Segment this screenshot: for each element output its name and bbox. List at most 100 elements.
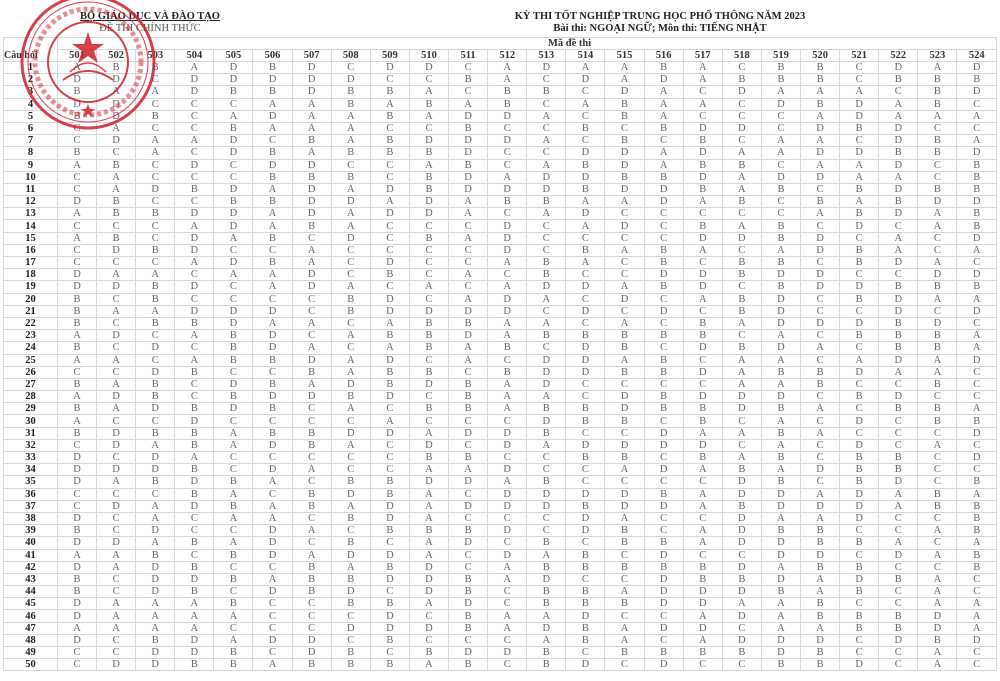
answer-cell: B [330, 170, 371, 184]
answer-cell: D [760, 548, 802, 562]
answer-cell: C [369, 231, 410, 245]
answer-cell: A [917, 353, 958, 367]
question-number: 9 [3, 158, 58, 172]
answer-cell: B [721, 268, 762, 282]
answer-cell: C [408, 219, 450, 233]
exam-code-512: 512 [487, 49, 528, 62]
ministry-name: BỘ GIÁO DỤC VÀ ĐÀO TẠO [80, 11, 220, 22]
question-number: 31 [3, 426, 58, 440]
answer-cell: D [291, 85, 332, 99]
answer-cell: C [408, 121, 450, 136]
answer-cell: D [956, 195, 997, 209]
answer-cell: B [252, 195, 293, 209]
answer-cell: C [369, 121, 410, 136]
answer-cell: A [56, 207, 98, 221]
answer-cell: A [487, 572, 528, 587]
answer-cell: C [487, 353, 528, 367]
answer-cell: B [252, 255, 293, 270]
answer-cell: D [565, 304, 606, 318]
answer-cell: C [291, 609, 332, 623]
answer-cell: A [956, 536, 997, 550]
answer-cell: C [174, 109, 215, 123]
answer-cell: A [956, 621, 997, 635]
answer-cell: D [96, 463, 137, 477]
answer-cell: C [721, 60, 762, 75]
answer-cell: A [487, 170, 528, 184]
answer-cell: D [408, 621, 450, 635]
answer-cell: A [604, 195, 645, 209]
answer-cell: B [565, 450, 606, 465]
answer-cell: A [96, 85, 137, 99]
answer-cell: B [291, 170, 332, 184]
answer-cell: D [643, 426, 684, 440]
answer-cell: B [369, 268, 410, 282]
answer-cell: A [330, 121, 371, 136]
answer-cell: B [526, 85, 567, 99]
answer-cell: D [252, 438, 293, 453]
answer-cell: A [56, 60, 98, 75]
answer-cell: D [604, 292, 645, 306]
answer-cell: D [291, 645, 332, 660]
answer-cell: C [291, 511, 332, 526]
answer-cell: C [96, 341, 137, 355]
answer-cell: D [878, 304, 919, 318]
answer-cell: B [643, 170, 684, 184]
answer-cell: D [448, 426, 489, 440]
answer-cell: C [291, 329, 332, 343]
answer-cell: D [487, 426, 528, 440]
answer-cell: A [917, 572, 958, 587]
answer-cell: B [956, 548, 997, 562]
answer-cell: B [878, 280, 919, 294]
answer-cell: B [878, 402, 919, 416]
answer-cell: D [878, 633, 919, 648]
answer-cell: B [526, 426, 567, 440]
answer-cell: B [408, 231, 450, 245]
answer-cell: C [800, 438, 841, 453]
answer-cell: D [135, 402, 176, 416]
answer-cell: A [682, 463, 723, 477]
answer-cell: B [213, 658, 254, 672]
answer-cell: D [878, 182, 919, 197]
answer-cell: C [174, 97, 215, 111]
answer-cell: D [291, 73, 332, 87]
answer-cell: D [369, 499, 410, 513]
answer-cell: C [526, 73, 567, 87]
answer-cell: C [487, 658, 528, 672]
answer-cell: C [839, 268, 880, 282]
table-row: 33 D C D A C C C C C B B C C B B C B A B C B B C D [3, 450, 997, 465]
answer-cell: C [604, 658, 645, 672]
answer-cell: B [604, 414, 645, 428]
answer-cell: C [565, 645, 606, 660]
answer-cell: D [56, 633, 98, 648]
answer-cell: C [174, 377, 215, 392]
answer-cell: B [760, 402, 802, 416]
answer-cell: A [604, 585, 645, 599]
answer-cell: B [839, 243, 880, 258]
answer-cell: D [252, 633, 293, 648]
answer-cell: A [721, 353, 762, 367]
answer-cell: D [252, 463, 293, 477]
answer-cell: C [682, 475, 723, 489]
answer-cell: B [369, 524, 410, 538]
answer-cell: A [800, 158, 841, 172]
answer-cell: A [174, 609, 215, 623]
answer-cell: A [917, 60, 958, 75]
answer-cell: C [565, 572, 606, 587]
answer-cell: B [448, 658, 489, 672]
answer-cell: D [56, 560, 98, 574]
answer-cell: D [839, 97, 880, 111]
answer-cell: B [839, 390, 880, 404]
answer-cell: C [643, 511, 684, 526]
answer-cell: B [408, 170, 450, 184]
answer-cell: C [448, 60, 489, 75]
answer-cell: B [96, 60, 137, 75]
answer-cell: C [956, 316, 997, 331]
question-number: 28 [3, 390, 58, 404]
answer-cell: D [213, 255, 254, 270]
answer-cell: C [800, 390, 841, 404]
answer-cell: B [565, 329, 606, 343]
answer-cell: B [369, 560, 410, 574]
answer-cell: B [565, 414, 606, 428]
exam-code-header: Mã đề thi [56, 37, 998, 50]
table-row: 32 C D A B A D B A C D C D A D D D D C A C D C A C [3, 438, 997, 453]
